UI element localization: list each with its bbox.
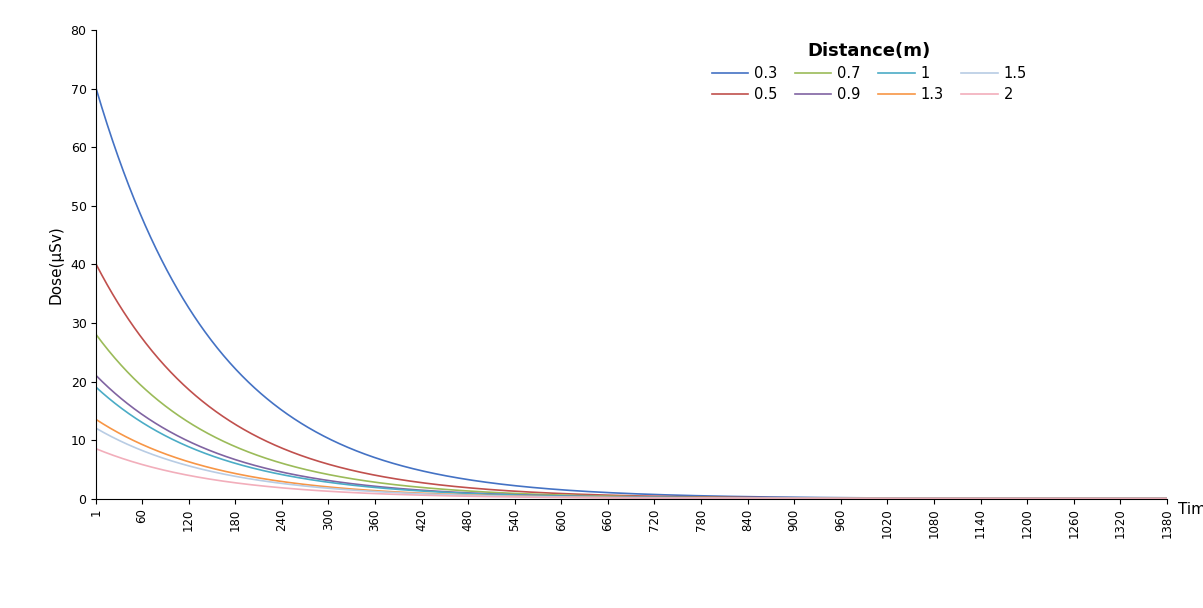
Y-axis label: Dose(μSv): Dose(μSv)	[48, 225, 64, 304]
Legend: 0.3, 0.5, 0.7, 0.9, 1, 1.3, 1.5, 2: 0.3, 0.5, 0.7, 0.9, 1, 1.3, 1.5, 2	[707, 38, 1031, 106]
Text: Time(t): Time(t)	[1178, 502, 1203, 516]
